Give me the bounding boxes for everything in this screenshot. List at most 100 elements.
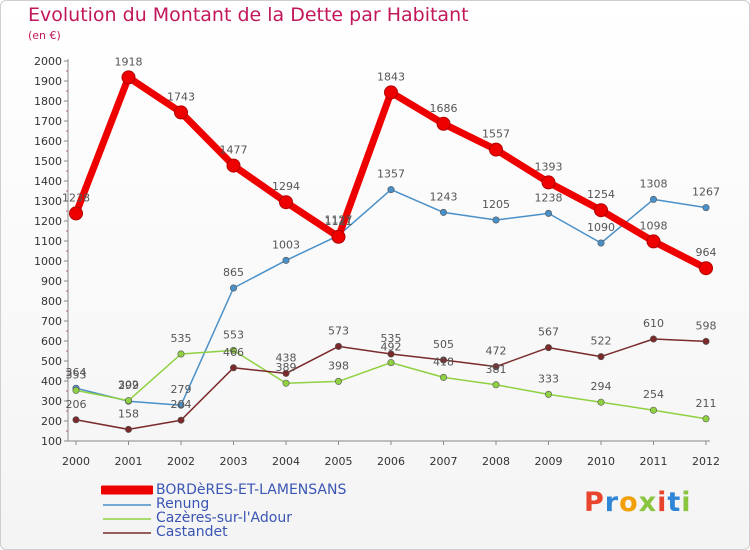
data-label-3: 610 xyxy=(643,317,664,330)
series-point-0 xyxy=(541,175,556,190)
y-tick-label: 900 xyxy=(41,275,62,288)
y-tick-label: 1800 xyxy=(34,95,62,108)
series-point-1 xyxy=(544,209,552,217)
y-tick-label: 1400 xyxy=(34,175,62,188)
data-label-0: 1557 xyxy=(482,128,510,141)
y-tick-label: 1100 xyxy=(34,235,62,248)
y-tick-label: 1900 xyxy=(34,75,62,88)
legend-label-cazeres: Cazères-sur-l'Adour xyxy=(156,510,292,526)
data-label-0: 1121 xyxy=(325,215,353,228)
data-label-2: 535 xyxy=(171,332,192,345)
y-tick-label: 200 xyxy=(41,415,62,428)
data-label-2: 211 xyxy=(696,397,717,410)
data-label-1: 1127 xyxy=(325,214,353,227)
series-point-3 xyxy=(125,425,133,433)
data-label-2: 418 xyxy=(433,355,454,368)
data-label-0: 1238 xyxy=(62,191,90,204)
legend-label-castandet: Castandet xyxy=(156,524,228,540)
series-point-2 xyxy=(72,386,80,394)
y-tick-label: 300 xyxy=(41,395,62,408)
series-point-3 xyxy=(387,350,395,358)
series-point-0 xyxy=(436,116,451,131)
series-point-1 xyxy=(177,401,185,409)
series-point-3 xyxy=(282,369,290,377)
chart-subtitle: (en €) xyxy=(28,29,61,42)
data-label-1: 1205 xyxy=(482,198,510,211)
y-tick-label: 1000 xyxy=(34,255,62,268)
series-point-3 xyxy=(492,363,500,371)
x-tick-label: 2006 xyxy=(377,455,405,468)
logo-letter: t xyxy=(667,487,682,518)
series-point-2 xyxy=(177,350,185,358)
data-label-3: 505 xyxy=(433,338,454,351)
y-tick-label: 500 xyxy=(41,355,62,368)
y-tick-label: 100 xyxy=(41,435,62,448)
data-label-0: 1743 xyxy=(167,90,195,103)
y-tick-label: 1500 xyxy=(34,155,62,168)
data-label-0: 1254 xyxy=(587,188,615,201)
series-point-2 xyxy=(439,373,447,381)
data-label-1: 1357 xyxy=(377,168,405,181)
legend-swatch-cazeres xyxy=(103,518,151,520)
data-label-1: 1243 xyxy=(430,190,458,203)
series-point-3 xyxy=(597,353,605,361)
x-tick-label: 2003 xyxy=(220,455,248,468)
series-point-1 xyxy=(230,284,238,292)
legend-label-renung: Renung xyxy=(156,496,210,512)
data-label-1: 1238 xyxy=(535,191,563,204)
logo-letter: i xyxy=(657,487,668,518)
data-label-0: 1843 xyxy=(377,70,405,83)
series-point-0 xyxy=(226,158,241,173)
x-tick-label: 2008 xyxy=(482,455,510,468)
y-tick-label: 2000 xyxy=(34,55,62,68)
x-tick-label: 2012 xyxy=(692,455,720,468)
series-point-3 xyxy=(439,356,447,364)
series-point-1 xyxy=(282,256,290,264)
x-tick-label: 2010 xyxy=(587,455,615,468)
data-label-1: 364 xyxy=(66,366,87,379)
series-point-3 xyxy=(334,342,342,350)
x-tick-label: 2005 xyxy=(325,455,353,468)
logo-letter: i xyxy=(681,487,692,518)
series-point-3 xyxy=(544,344,552,352)
data-label-1: 865 xyxy=(223,266,244,279)
legend-swatch-borderes xyxy=(101,485,153,495)
series-point-1 xyxy=(387,186,395,194)
series-point-2 xyxy=(597,398,605,406)
series-point-3 xyxy=(649,335,657,343)
data-label-2: 353 xyxy=(66,368,87,381)
data-label-3: 522 xyxy=(591,335,612,348)
data-label-1: 1267 xyxy=(692,186,720,199)
logo-letter: o xyxy=(619,487,639,518)
series-point-3 xyxy=(702,337,710,345)
series-point-2 xyxy=(334,377,342,385)
data-label-0: 1918 xyxy=(115,55,143,68)
data-label-3: 204 xyxy=(171,398,192,411)
data-label-1: 279 xyxy=(171,383,192,396)
data-label-2: 381 xyxy=(486,363,507,376)
data-label-2: 254 xyxy=(643,388,664,401)
series-point-2 xyxy=(649,406,657,414)
series-point-0 xyxy=(594,203,608,218)
series-point-1 xyxy=(492,216,500,224)
data-label-1: 1090 xyxy=(587,221,615,234)
data-label-0: 1294 xyxy=(272,180,300,193)
series-point-0 xyxy=(121,70,136,85)
series-point-1 xyxy=(597,239,605,247)
data-label-2: 553 xyxy=(223,328,244,341)
y-tick-label: 1200 xyxy=(34,215,62,228)
data-label-0: 1477 xyxy=(220,144,248,157)
x-tick-label: 2011 xyxy=(640,455,668,468)
series-point-0 xyxy=(489,142,503,157)
series-point-1 xyxy=(702,204,710,212)
series-point-2 xyxy=(492,381,500,389)
data-label-1: 299 xyxy=(118,379,139,392)
proxiti-logo: Proxiti xyxy=(584,487,692,518)
series-point-1 xyxy=(439,208,447,216)
data-label-3: 598 xyxy=(696,319,717,332)
series-point-2 xyxy=(702,415,710,423)
data-label-2: 492 xyxy=(381,341,402,354)
data-label-3: 472 xyxy=(486,345,507,358)
